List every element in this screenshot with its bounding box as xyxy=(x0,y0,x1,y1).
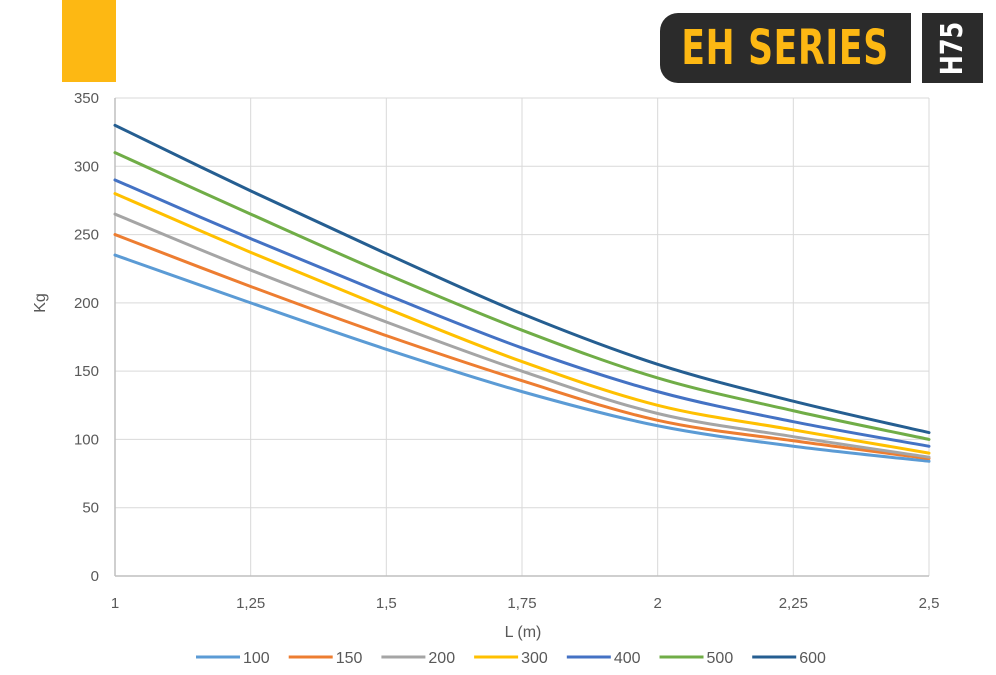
x-axis-title: L (m) xyxy=(505,624,542,641)
y-tick-label: 50 xyxy=(82,500,99,517)
chart-legend: 100 150 200 300 400 500 600 xyxy=(196,650,826,667)
y-tick-label: 0 xyxy=(91,568,99,585)
x-tick-label: 1,5 xyxy=(376,595,397,612)
x-tick-label: 2,25 xyxy=(779,595,808,612)
model-badge: H75 xyxy=(922,13,983,83)
series-line-500 xyxy=(113,151,931,441)
legend-label-100: 100 xyxy=(243,650,270,667)
chart-series xyxy=(113,123,931,463)
series-line-600 xyxy=(113,123,931,435)
x-tick-label: 1,75 xyxy=(507,595,536,612)
x-tick-label: 2 xyxy=(653,595,661,612)
series-line-400 xyxy=(113,178,931,448)
y-tick-label: 250 xyxy=(74,227,99,244)
series-line-300 xyxy=(113,192,931,455)
legend-label-300: 300 xyxy=(521,650,548,667)
brand-badge: EH SERIES xyxy=(660,13,911,83)
brand-title: EH SERIES xyxy=(681,20,890,76)
series-line-100 xyxy=(113,253,931,463)
chart-tick-labels: 0 50 100 150 200 250 300 350 1 1,25 1,5 1,75 2 2,25 2,… xyxy=(74,90,939,612)
y-tick-label: 100 xyxy=(74,431,99,448)
x-tick-label: 1,25 xyxy=(236,595,265,612)
y-tick-label: 300 xyxy=(74,158,99,175)
series-line-150 xyxy=(113,233,931,461)
chart-axes xyxy=(114,98,929,577)
legend-label-600: 600 xyxy=(799,650,826,667)
accent-block xyxy=(62,0,116,82)
y-tick-label: 200 xyxy=(74,295,99,312)
y-axis-title: Kg xyxy=(32,293,49,313)
y-tick-label: 150 xyxy=(74,363,99,380)
series-line-200 xyxy=(113,212,931,459)
legend-label-400: 400 xyxy=(614,650,641,667)
legend-label-150: 150 xyxy=(336,650,363,667)
x-tick-label: 2,5 xyxy=(919,595,940,612)
y-tick-label: 350 xyxy=(74,90,99,107)
legend-label-500: 500 xyxy=(707,650,734,667)
chart-grid xyxy=(115,97,930,576)
x-tick-label: 1 xyxy=(111,595,119,612)
legend-label-200: 200 xyxy=(428,650,455,667)
